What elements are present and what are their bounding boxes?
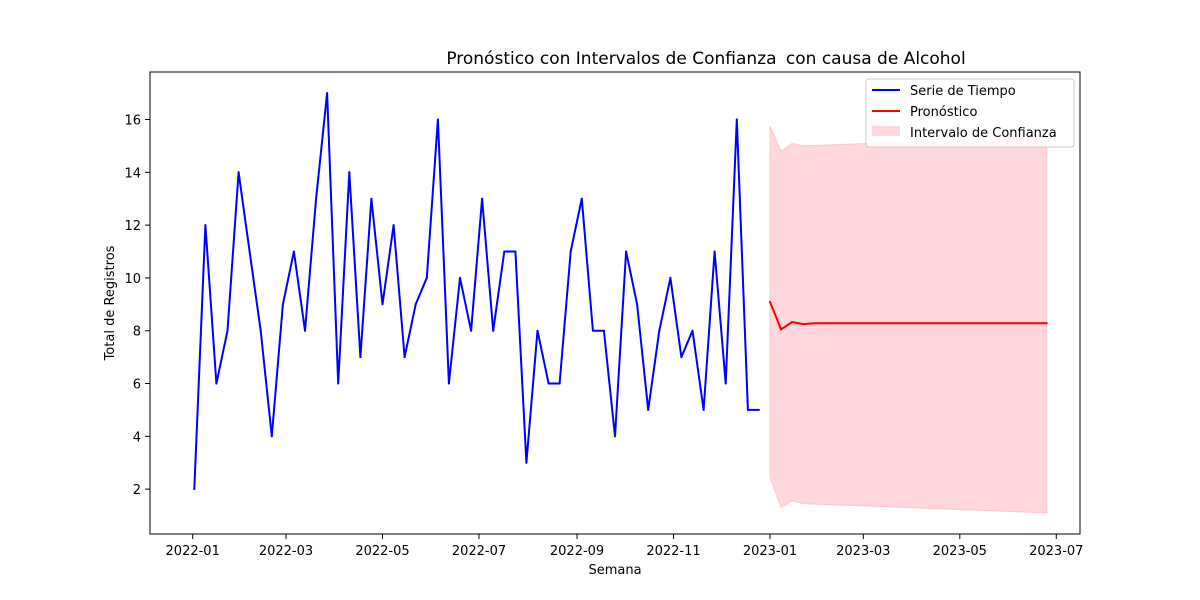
data-point-s0-45 [691,329,694,332]
data-point-s0-13 [337,382,340,385]
data-point-s0-40 [636,303,639,306]
data-point-s0-27 [492,329,495,332]
x-tick-label-4: 2022-09 [550,544,604,559]
data-point-s0-32 [547,382,550,385]
data-point-s0-51 [757,408,760,411]
data-point-s0-43 [669,276,672,279]
data-point-s0-5 [248,250,251,253]
data-point-s0-38 [614,435,616,438]
data-point-s0-33 [558,382,561,385]
legend: Serie de Tiempo Pronóstico Intervalo de … [865,78,1075,148]
data-point-s1-0 [769,300,771,303]
y-tick-label-6: 14 [124,166,141,181]
chart-title: Pronóstico con Intervalos de Confianza c… [446,49,965,69]
x-tick-label-0: 2022-01 [166,544,220,559]
data-point-s0-47 [713,250,716,253]
data-point-s0-12 [326,92,329,95]
data-point-s0-41 [647,408,650,411]
series-line-1 [769,301,1047,331]
data-point-s0-26 [481,197,484,200]
data-point-s0-6 [259,329,262,332]
data-point-s0-35 [580,197,583,200]
data-point-s0-7 [270,435,273,438]
data-point-s0-30 [525,461,528,464]
data-point-s1-1 [780,328,783,331]
chart-title-main: Pronóstico con Intervalos de Confianza [446,49,776,69]
y-tick-label-0: 2 [133,483,141,498]
data-point-s0-37 [602,329,605,332]
legend-swatch-intervalo [872,126,900,136]
data-point-s0-31 [536,329,539,332]
x-tick-label-9: 2023-07 [1029,544,1083,559]
data-point-s0-39 [625,250,628,253]
data-point-s1-2 [791,321,794,323]
data-point-s0-20 [414,303,417,306]
data-point-s0-19 [403,356,406,359]
x-tick-label-2: 2022-05 [355,544,409,559]
confidence-band [769,125,1048,514]
data-point-s0-0 [193,488,196,491]
y-axis-ticks: 2 4 6 8 10 12 14 16 [124,114,150,498]
x-tick-label-1: 2022-03 [259,544,313,559]
data-point-s0-17 [381,303,384,306]
x-tick-label-3: 2022-07 [452,544,506,559]
y-tick-label-7: 16 [124,114,141,129]
data-point-s0-4 [237,171,240,174]
x-tick-label-7: 2023-03 [836,544,890,559]
y-tick-label-4: 10 [124,272,141,287]
x-tick-label-8: 2023-05 [933,544,987,559]
data-point-s0-25 [470,329,473,332]
y-axis-label: Total de Registros [103,245,118,361]
legend-label-serie: Serie de Tiempo [910,84,1016,99]
series-layer [193,92,1048,491]
confidence-band-layer [769,125,1048,514]
data-point-s0-46 [702,408,705,411]
data-point-s0-16 [370,197,373,200]
data-point-s0-48 [724,382,727,385]
y-tick-label-5: 12 [124,219,141,234]
legend-label-pronostico: Pronóstico [910,105,977,120]
data-point-s0-23 [447,382,450,385]
data-point-s0-8 [281,303,284,306]
data-point-s0-22 [436,118,439,121]
data-point-s0-34 [569,250,572,253]
data-point-s0-42 [658,329,661,332]
data-point-s0-18 [392,224,395,227]
data-point-s1-5 [1045,322,1048,325]
data-point-s0-15 [359,356,362,359]
data-point-s0-24 [459,276,461,279]
y-tick-label-3: 8 [133,325,141,340]
data-point-s0-44 [680,356,683,359]
data-point-s0-3 [226,329,229,332]
x-tick-label-5: 2022-11 [646,544,700,559]
legend-label-intervalo: Intervalo de Confianza [910,126,1057,141]
data-point-s0-21 [425,276,428,279]
data-point-s0-49 [735,118,738,121]
chart-title-suffix: con causa de Alcohol [786,49,966,69]
y-tick-label-1: 4 [133,430,141,445]
data-point-s0-1 [204,224,207,227]
data-point-s0-9 [292,250,295,253]
data-point-s0-14 [348,171,351,174]
data-point-s0-28 [503,250,506,253]
data-point-s0-11 [315,197,318,200]
x-tick-label-6: 2023-01 [743,544,797,559]
legend-box [865,78,1075,148]
data-point-s0-29 [514,250,517,253]
data-point-s1-4 [813,322,816,325]
data-point-s0-50 [746,408,749,411]
data-point-s0-2 [215,382,218,385]
y-tick-label-2: 6 [133,378,141,393]
data-point-s0-10 [304,329,306,332]
series-line-0 [193,92,759,490]
data-point-s1-3 [802,323,805,326]
x-axis-ticks: 2022-01 2022-03 2022-05 2022-07 2022-09 2022-… [166,534,1083,559]
data-point-s0-36 [591,329,594,332]
x-axis-label: Semana [588,563,641,578]
